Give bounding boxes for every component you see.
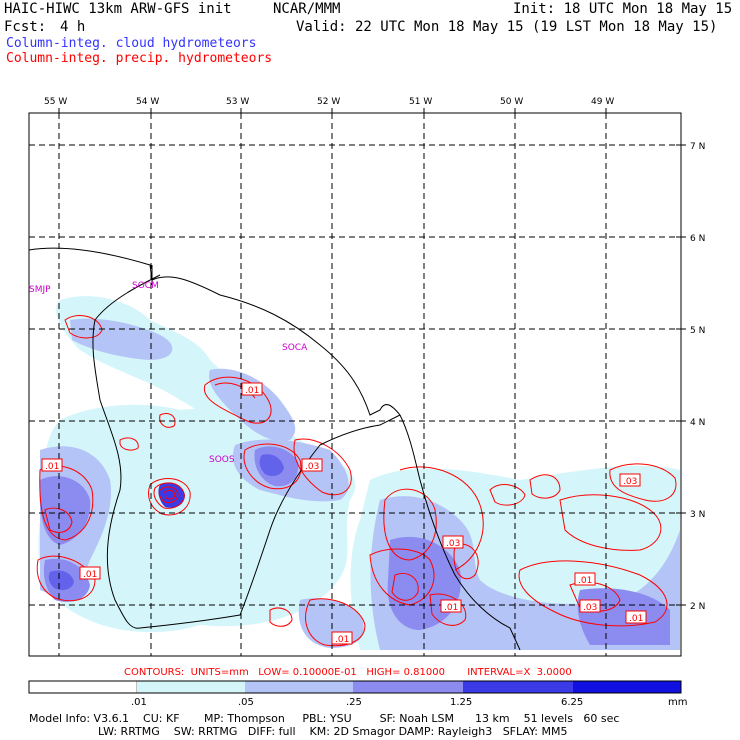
station-smjp: SMJP bbox=[29, 285, 51, 295]
lat-ticks bbox=[676, 144, 686, 606]
precip-contours bbox=[36, 315, 677, 647]
contour-label: .01 bbox=[83, 570, 97, 580]
contour-label: .01 bbox=[245, 386, 259, 396]
lon-label: 55 W bbox=[44, 97, 67, 107]
colorbar-tick: 1.25 bbox=[450, 697, 472, 708]
lon-label: 49 W bbox=[591, 97, 614, 107]
station-socm: SOCM bbox=[132, 281, 159, 291]
map-frame bbox=[28, 112, 682, 657]
lon-label: 53 W bbox=[226, 97, 249, 107]
valid-time: Valid: 22 UTC Mon 18 May 15 (19 LST Mon … bbox=[296, 19, 718, 35]
colorbar-tick: .05 bbox=[238, 697, 254, 708]
lat-label: 5 N bbox=[690, 326, 705, 336]
org-label: NCAR/MMM bbox=[273, 1, 341, 17]
contour-label: .03 bbox=[305, 462, 319, 472]
lat-lon-grid bbox=[29, 113, 681, 656]
footer-physics-info: LW: RRTMG SW: RRTMG DIFF: full KM: 2D Sm… bbox=[98, 725, 568, 738]
colorbar-ticks: .01 .05 .25 1.25 6.25 mm bbox=[131, 697, 687, 708]
contour-label: .01 bbox=[45, 462, 59, 472]
model-title: HAIC-HIWC 13km ARW-GFS init bbox=[4, 1, 232, 17]
lat-labels: 7 N 6 N 5 N 4 N 3 N 2 N bbox=[690, 142, 705, 612]
station-labels: SMJP SOCM SOCA SOOS bbox=[29, 281, 308, 465]
lon-label: 54 W bbox=[136, 97, 159, 107]
lon-label: 51 W bbox=[409, 97, 432, 107]
lon-labels: 55 W 54 W 53 W 52 W 51 W 50 W 49 W bbox=[44, 97, 614, 107]
footer-model-info: Model Info: V3.6.1 CU: KF MP: Thompson P… bbox=[29, 712, 620, 725]
contour-label: .01 bbox=[335, 635, 349, 645]
colorbar-tick: .01 bbox=[131, 697, 147, 708]
colorbar-tick: .25 bbox=[346, 697, 362, 708]
contour-label: .03 bbox=[583, 603, 597, 613]
fcst-label: Fcst: bbox=[4, 19, 47, 35]
lat-label: 3 N bbox=[690, 510, 705, 520]
lat-label: 7 N bbox=[690, 142, 705, 152]
colorbar bbox=[28, 680, 682, 694]
legend-cloud: Column-integ. cloud hydrometeors bbox=[6, 36, 257, 51]
station-soos: SOOS bbox=[209, 455, 235, 465]
lon-label: 52 W bbox=[317, 97, 340, 107]
contour-value-labels: .01 .01 .03 .03 .03 .01 .01 .03 .01 .01 … bbox=[41, 382, 647, 645]
lat-label: 6 N bbox=[690, 234, 705, 244]
contour-label: .03 bbox=[623, 477, 637, 487]
colorbar-tick: 6.25 bbox=[561, 697, 583, 708]
legend-precip: Column-integ. precip. hydrometeors bbox=[6, 51, 273, 66]
contours-info: CONTOURS: UNITS=mm LOW= 0.10000E-01 HIGH… bbox=[124, 667, 572, 678]
station-soca: SOCA bbox=[282, 343, 308, 353]
contour-label: .01 bbox=[578, 576, 592, 586]
fcst-value: 4 h bbox=[60, 19, 86, 35]
lat-label: 4 N bbox=[690, 418, 705, 428]
cloud-field bbox=[38, 296, 680, 650]
init-time: Init: 18 UTC Mon 18 May 15 bbox=[513, 1, 733, 17]
lon-ticks bbox=[58, 108, 607, 118]
contour-label: .01 bbox=[444, 603, 458, 613]
lat-label: 2 N bbox=[690, 602, 705, 612]
lon-label: 50 W bbox=[500, 97, 523, 107]
colorbar-unit: mm bbox=[668, 697, 687, 708]
contour-label: .03 bbox=[446, 539, 460, 549]
contour-label: .01 bbox=[629, 614, 643, 624]
